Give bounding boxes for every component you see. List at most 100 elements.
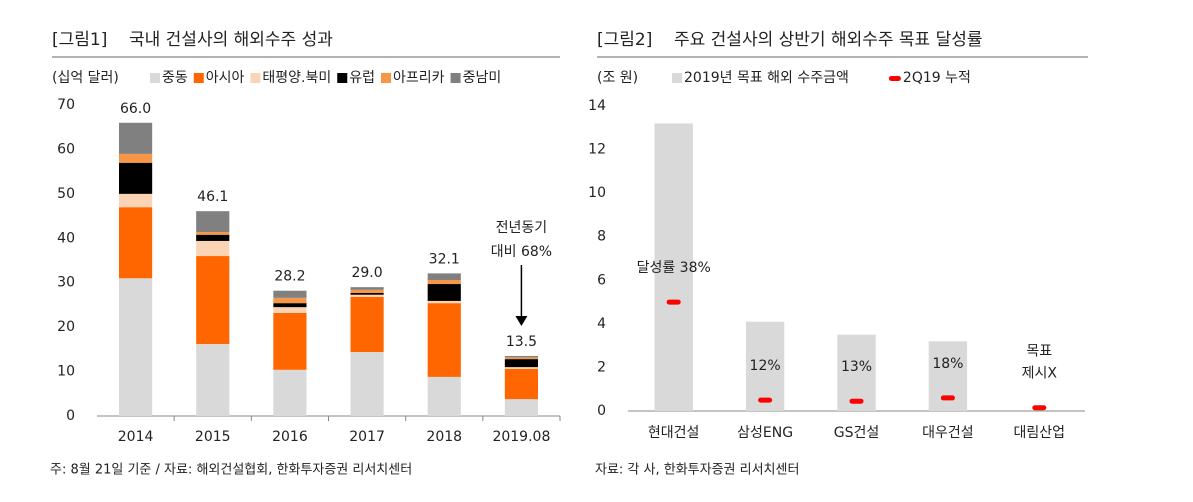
y-tick-label: 6 — [597, 272, 606, 288]
y-tick-label: 30 — [57, 275, 75, 291]
bar-segment — [427, 300, 461, 304]
bar-segment — [273, 307, 307, 313]
bar-segment — [273, 290, 307, 298]
y-tick-label: 4 — [597, 316, 606, 332]
unit-label: (조 원) — [597, 70, 638, 86]
bar — [837, 334, 876, 411]
bar-segment — [350, 289, 384, 293]
y-tick-label: 8 — [597, 229, 606, 245]
bar-segment — [196, 344, 230, 416]
x-tick-label: 2016 — [272, 429, 308, 445]
y-tick-label: 50 — [57, 186, 75, 202]
legend-swatch — [337, 73, 348, 83]
bar-segment — [504, 357, 539, 360]
note: 주: 8월 21일 기준 / 자료: 해외건설협회, 한화투자증권 리서치센터 — [50, 463, 412, 478]
bar — [654, 123, 693, 411]
x-tick-label: GS건설 — [834, 425, 880, 441]
total-label: 13.5 — [506, 334, 537, 350]
x-tick-label: 2019.08 — [492, 429, 550, 445]
bar-segment — [273, 369, 307, 416]
dash-marker — [666, 299, 681, 305]
bar-segment — [427, 303, 461, 377]
bar-segment — [427, 284, 461, 301]
y-tick-label: 20 — [57, 319, 75, 335]
x-tick-label: 2014 — [118, 429, 154, 445]
y-tick-label: 10 — [588, 185, 606, 201]
legend-label: 유럽 — [349, 70, 375, 86]
unit-label: (십억 달러) — [52, 70, 119, 86]
y-tick-label: 60 — [57, 141, 75, 157]
y-tick-label: 10 — [57, 364, 75, 380]
y-tick-label: 14 — [588, 98, 606, 114]
total-label: 29.0 — [351, 265, 382, 281]
rate-label: 제시X — [1022, 366, 1058, 382]
bar-segment — [118, 278, 153, 416]
bar-segment — [118, 153, 153, 163]
y-tick-label: 12 — [588, 142, 606, 158]
dash-marker — [758, 397, 773, 403]
annotation: 대비 68% — [491, 244, 552, 260]
x-tick-label: 삼성ENG — [737, 425, 793, 441]
legend-swatch — [672, 73, 682, 83]
total-label: 28.2 — [274, 269, 305, 285]
legend-label: 태평양.북미 — [262, 70, 331, 86]
bar-segment — [196, 232, 230, 235]
total-label: 46.1 — [197, 189, 228, 205]
annotation: 전년동기 — [496, 220, 548, 236]
rate-label: 달성률 38% — [637, 260, 711, 276]
annotation-arrowhead — [515, 316, 528, 327]
legend-swatch — [888, 76, 901, 81]
bar-segment — [427, 273, 461, 281]
bar-segment — [350, 287, 384, 290]
chart-title: [그림1] 국내 건설사의 해외수주 성과 — [52, 30, 333, 50]
legend-swatch — [193, 73, 204, 83]
bar-segment — [504, 399, 539, 416]
bar — [928, 341, 968, 411]
dash-marker — [849, 398, 864, 404]
total-label: 32.1 — [429, 251, 460, 267]
bar-segment — [350, 292, 384, 295]
x-tick-label: 2017 — [349, 429, 385, 445]
dash-marker — [1032, 405, 1047, 411]
bar-segment — [196, 234, 230, 241]
bar-segment — [273, 312, 307, 370]
bar-segment — [196, 240, 230, 257]
legend-label: 중남미 — [463, 70, 502, 86]
y-tick-label: 70 — [57, 97, 75, 113]
bar-segment — [350, 352, 384, 416]
bar-segment — [273, 303, 307, 308]
bar-segment — [504, 368, 539, 400]
chart-title: [그림2] 주요 건설사의 상반기 해외수주 목표 달성률 — [597, 30, 983, 50]
bar-segment — [118, 193, 153, 208]
y-tick-label: 0 — [597, 403, 606, 419]
note: 자료: 각 사, 한화투자증권 리서치센터 — [595, 463, 799, 478]
y-tick-label: 40 — [57, 230, 75, 246]
bar-segment — [196, 256, 230, 345]
legend-label: 2019년 목표 해외 수주금액 — [684, 70, 849, 86]
bar-segment — [118, 162, 153, 194]
bar — [745, 321, 785, 411]
bar-segment — [118, 122, 153, 154]
bar-segment — [273, 297, 307, 304]
x-tick-label: 2015 — [195, 429, 231, 445]
legend-swatch — [250, 73, 261, 83]
legend-swatch — [450, 73, 461, 83]
legend-swatch — [381, 73, 392, 83]
rate-label: 13% — [841, 359, 872, 375]
total-label: 66.0 — [120, 101, 151, 117]
rate-label: 목표 — [1026, 344, 1052, 360]
bar-segment — [504, 367, 539, 369]
x-tick-label: 현대건설 — [648, 425, 700, 441]
x-tick-label: 대림산업 — [1014, 425, 1066, 441]
bar-segment — [504, 359, 539, 368]
bar-segment — [504, 356, 539, 358]
y-tick-label: 0 — [66, 408, 75, 424]
x-tick-label: 2018 — [426, 429, 462, 445]
legend-label: 아프리카 — [393, 70, 445, 86]
rate-label: 18% — [932, 356, 963, 372]
bar-segment — [350, 294, 384, 297]
rate-label: 12% — [750, 358, 781, 374]
legend-label: 아시아 — [206, 70, 245, 86]
x-tick-label: 대우건설 — [922, 425, 974, 441]
